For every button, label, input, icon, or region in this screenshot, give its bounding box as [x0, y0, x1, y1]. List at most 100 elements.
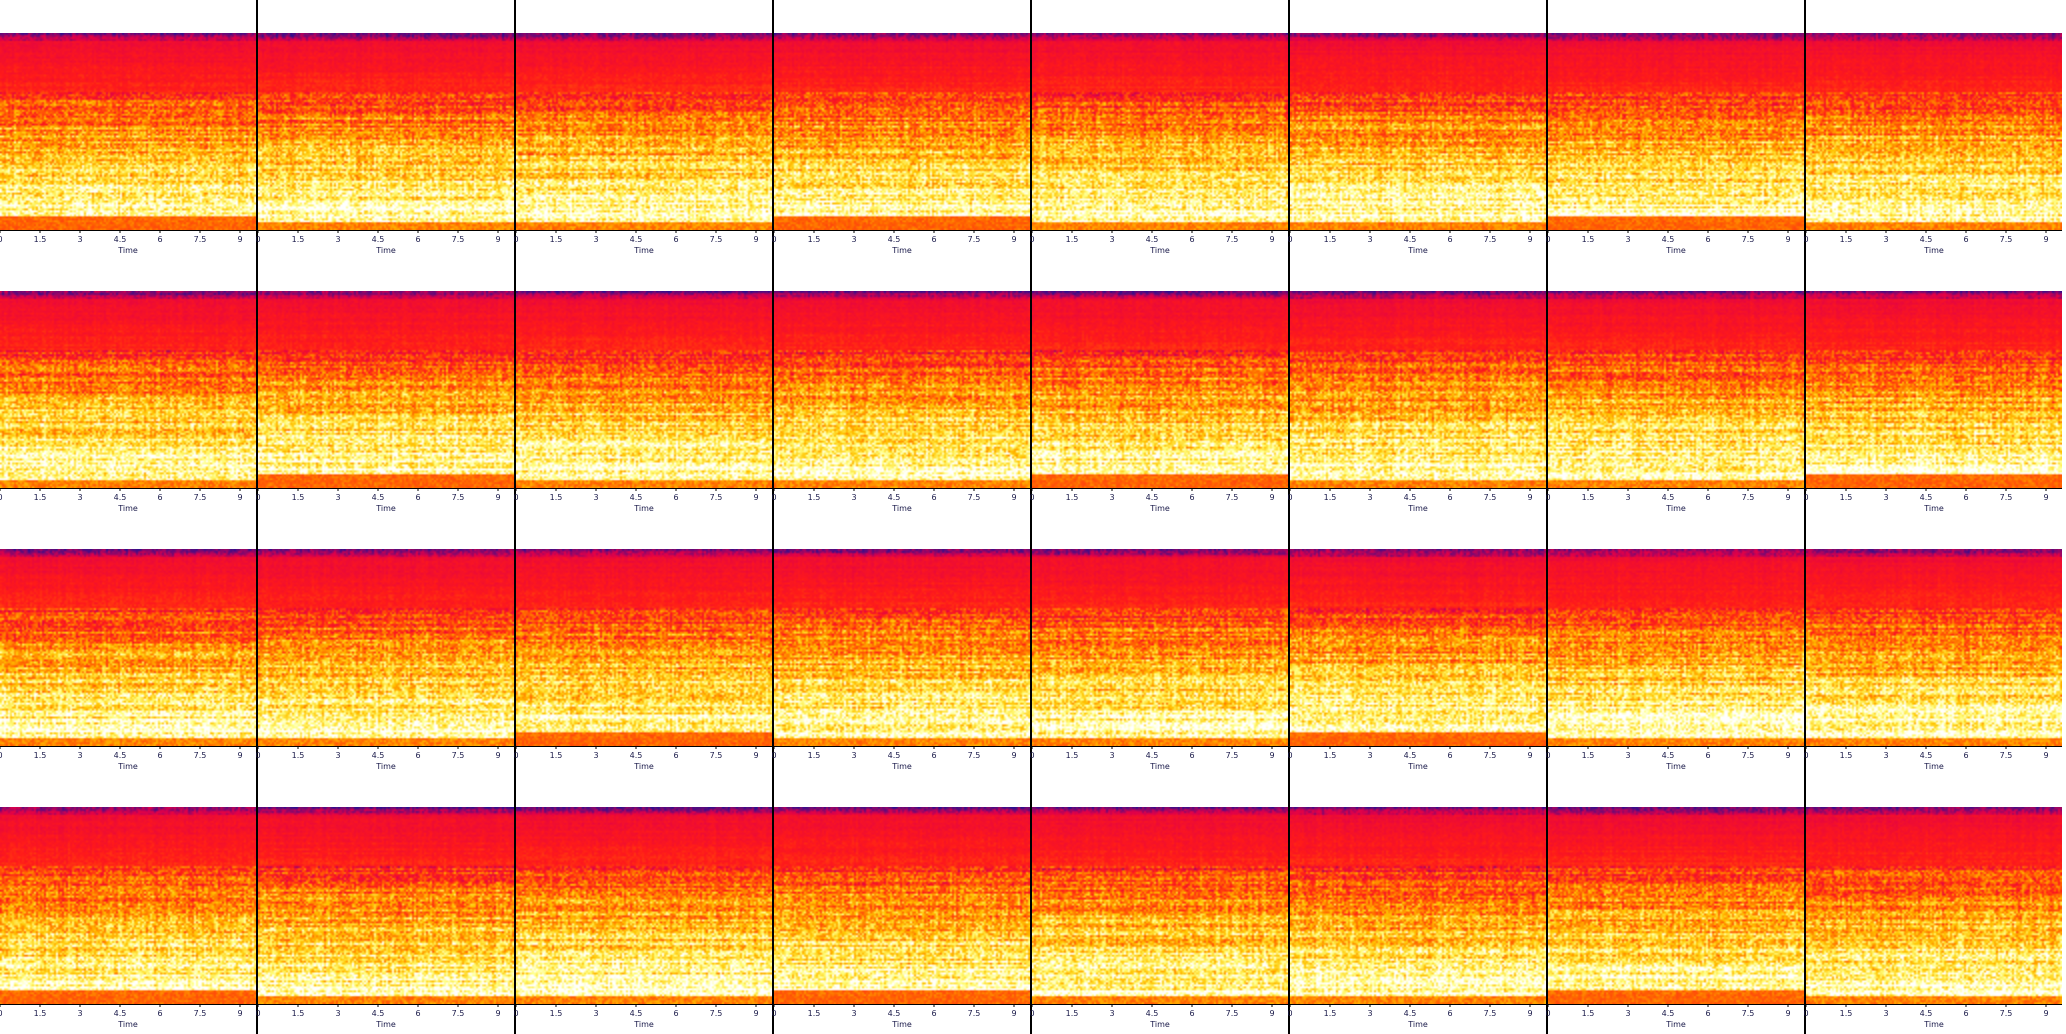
x-tick-label: 3 — [335, 493, 340, 502]
x-axis: 0 1.5 3 4.5 6 7.5 9 Time — [513, 488, 772, 513]
x-tick-label: 3 — [851, 1009, 856, 1018]
x-axis: 0 1.5 3 4.5 6 7.5 9 Time — [1287, 230, 1546, 255]
x-tick-label: 3 — [1367, 235, 1372, 244]
x-tick-label: 4.5 — [1662, 751, 1675, 760]
panel-separator — [256, 0, 258, 1034]
x-tick-label: 6 — [673, 751, 678, 760]
x-axis: 0 1.5 3 4.5 6 7.5 9 Time — [1803, 230, 2062, 255]
spectrogram-heatmap — [1032, 33, 1288, 230]
x-tick-label: 1.5 — [292, 1009, 305, 1018]
x-tick-label: 0 — [255, 1009, 260, 1018]
x-tick-label: 0 — [1545, 751, 1550, 760]
x-axis-label: Time — [1149, 1020, 1170, 1029]
x-tick-label: 9 — [495, 493, 500, 502]
x-tick-label: 3 — [335, 235, 340, 244]
x-axis-label: Time — [1665, 762, 1686, 771]
spectrogram-heatmap — [258, 807, 514, 1004]
x-axis: 0 1.5 3 4.5 6 7.5 9 Time — [1029, 230, 1288, 255]
x-tick-label: 9 — [1527, 235, 1532, 244]
x-tick-label: 1.5 — [808, 235, 821, 244]
x-tick-label: 1.5 — [808, 751, 821, 760]
x-axis: 0 1.5 3 4.5 6 7.5 9 Time — [513, 230, 772, 255]
x-tick-label: 0 — [1803, 1009, 1808, 1018]
x-tick-label: 6 — [415, 1009, 420, 1018]
spectrogram-heatmap — [516, 807, 772, 1004]
x-axis: 0 1.5 3 4.5 6 7.5 9 Time — [1545, 488, 1804, 513]
x-axis: 0 1.5 3 4.5 6 7.5 9 Time — [1803, 488, 2062, 513]
x-tick-label: 6 — [673, 493, 678, 502]
spectrogram-heatmap — [1032, 291, 1288, 488]
x-tick-label: 0 — [0, 751, 3, 760]
x-axis-label: Time — [1149, 504, 1170, 513]
x-tick-label: 4.5 — [1404, 235, 1417, 244]
x-tick-label: 3 — [593, 235, 598, 244]
x-tick-label: 3 — [1883, 493, 1888, 502]
spectrogram-heatmap — [1290, 33, 1546, 230]
x-tick-label: 1.5 — [1840, 751, 1853, 760]
x-tick-label: 4.5 — [888, 235, 901, 244]
x-tick-label: 1.5 — [292, 493, 305, 502]
x-axis-label: Time — [1665, 504, 1686, 513]
x-tick-label: 3 — [851, 235, 856, 244]
x-tick-label: 4.5 — [114, 1009, 127, 1018]
x-tick-label: 6 — [1189, 235, 1194, 244]
x-axis-label: Time — [375, 1020, 396, 1029]
x-tick-label: 4.5 — [1920, 235, 1933, 244]
x-tick-label: 0 — [1287, 493, 1292, 502]
x-tick-label: 7.5 — [194, 1009, 207, 1018]
x-tick-label: 7.5 — [1484, 751, 1497, 760]
x-tick-label: 6 — [1963, 235, 1968, 244]
x-tick-label: 0 — [1287, 235, 1292, 244]
x-axis: 0 1.5 3 4.5 6 7.5 9 Time — [771, 230, 1030, 255]
panel-separator — [514, 0, 516, 1034]
x-tick-label: 3 — [1625, 751, 1630, 760]
panel-separator — [1030, 0, 1032, 1034]
spectrogram-panel: 0 1.5 3 4.5 6 7.5 9 Time — [1545, 516, 1804, 773]
spectrogram-heatmap — [774, 291, 1030, 488]
x-tick-label: 9 — [753, 751, 758, 760]
x-tick-label: 0 — [1545, 1009, 1550, 1018]
spectrogram-panel: 0 1.5 3 4.5 6 7.5 9 Time — [255, 258, 514, 515]
x-tick-label: 1.5 — [292, 751, 305, 760]
x-tick-label: 6 — [1705, 493, 1710, 502]
x-tick-label: 3 — [1625, 235, 1630, 244]
x-tick-label: 7.5 — [2000, 1009, 2013, 1018]
x-tick-label: 1.5 — [1582, 493, 1595, 502]
x-tick-label: 4.5 — [630, 751, 643, 760]
x-tick-label: 3 — [1625, 1009, 1630, 1018]
x-tick-label: 1.5 — [1840, 235, 1853, 244]
x-axis-label: Time — [1407, 1020, 1428, 1029]
x-tick-label: 6 — [157, 235, 162, 244]
x-axis: 0 1.5 3 4.5 6 7.5 9 Time — [1287, 488, 1546, 513]
spectrogram-heatmap — [1032, 549, 1288, 746]
x-tick-label: 0 — [1287, 751, 1292, 760]
spectrogram-panel: 0 1.5 3 4.5 6 7.5 9 Time — [0, 516, 256, 773]
spectrogram-heatmap — [1806, 807, 2062, 1004]
x-tick-label: 0 — [1803, 493, 1808, 502]
x-tick-label: 0 — [1545, 235, 1550, 244]
x-tick-label: 7.5 — [1742, 493, 1755, 502]
x-tick-label: 6 — [1705, 235, 1710, 244]
x-tick-label: 7.5 — [194, 751, 207, 760]
x-axis: 0 1.5 3 4.5 6 7.5 9 Time — [255, 746, 514, 771]
spectrogram-panel: 0 1.5 3 4.5 6 7.5 9 Time — [1287, 774, 1546, 1031]
spectrogram-panel: 0 1.5 3 4.5 6 7.5 9 Time — [1029, 0, 1288, 257]
x-axis: 0 1.5 3 4.5 6 7.5 9 Time — [1803, 746, 2062, 771]
x-tick-label: 3 — [1367, 1009, 1372, 1018]
x-tick-label: 7.5 — [710, 751, 723, 760]
x-tick-label: 0 — [1287, 1009, 1292, 1018]
x-tick-label: 1.5 — [34, 493, 47, 502]
x-tick-label: 6 — [673, 1009, 678, 1018]
x-tick-label: 6 — [1189, 751, 1194, 760]
x-tick-label: 9 — [237, 1009, 242, 1018]
x-tick-label: 4.5 — [1920, 1009, 1933, 1018]
spectrogram-heatmap — [1548, 33, 1804, 230]
x-axis-label: Time — [891, 762, 912, 771]
x-tick-label: 1.5 — [1324, 235, 1337, 244]
x-tick-label: 0 — [771, 493, 776, 502]
spectrogram-heatmap — [0, 291, 256, 488]
x-tick-label: 7.5 — [194, 493, 207, 502]
x-tick-label: 7.5 — [1484, 493, 1497, 502]
x-tick-label: 1.5 — [1066, 235, 1079, 244]
x-tick-label: 7.5 — [2000, 751, 2013, 760]
